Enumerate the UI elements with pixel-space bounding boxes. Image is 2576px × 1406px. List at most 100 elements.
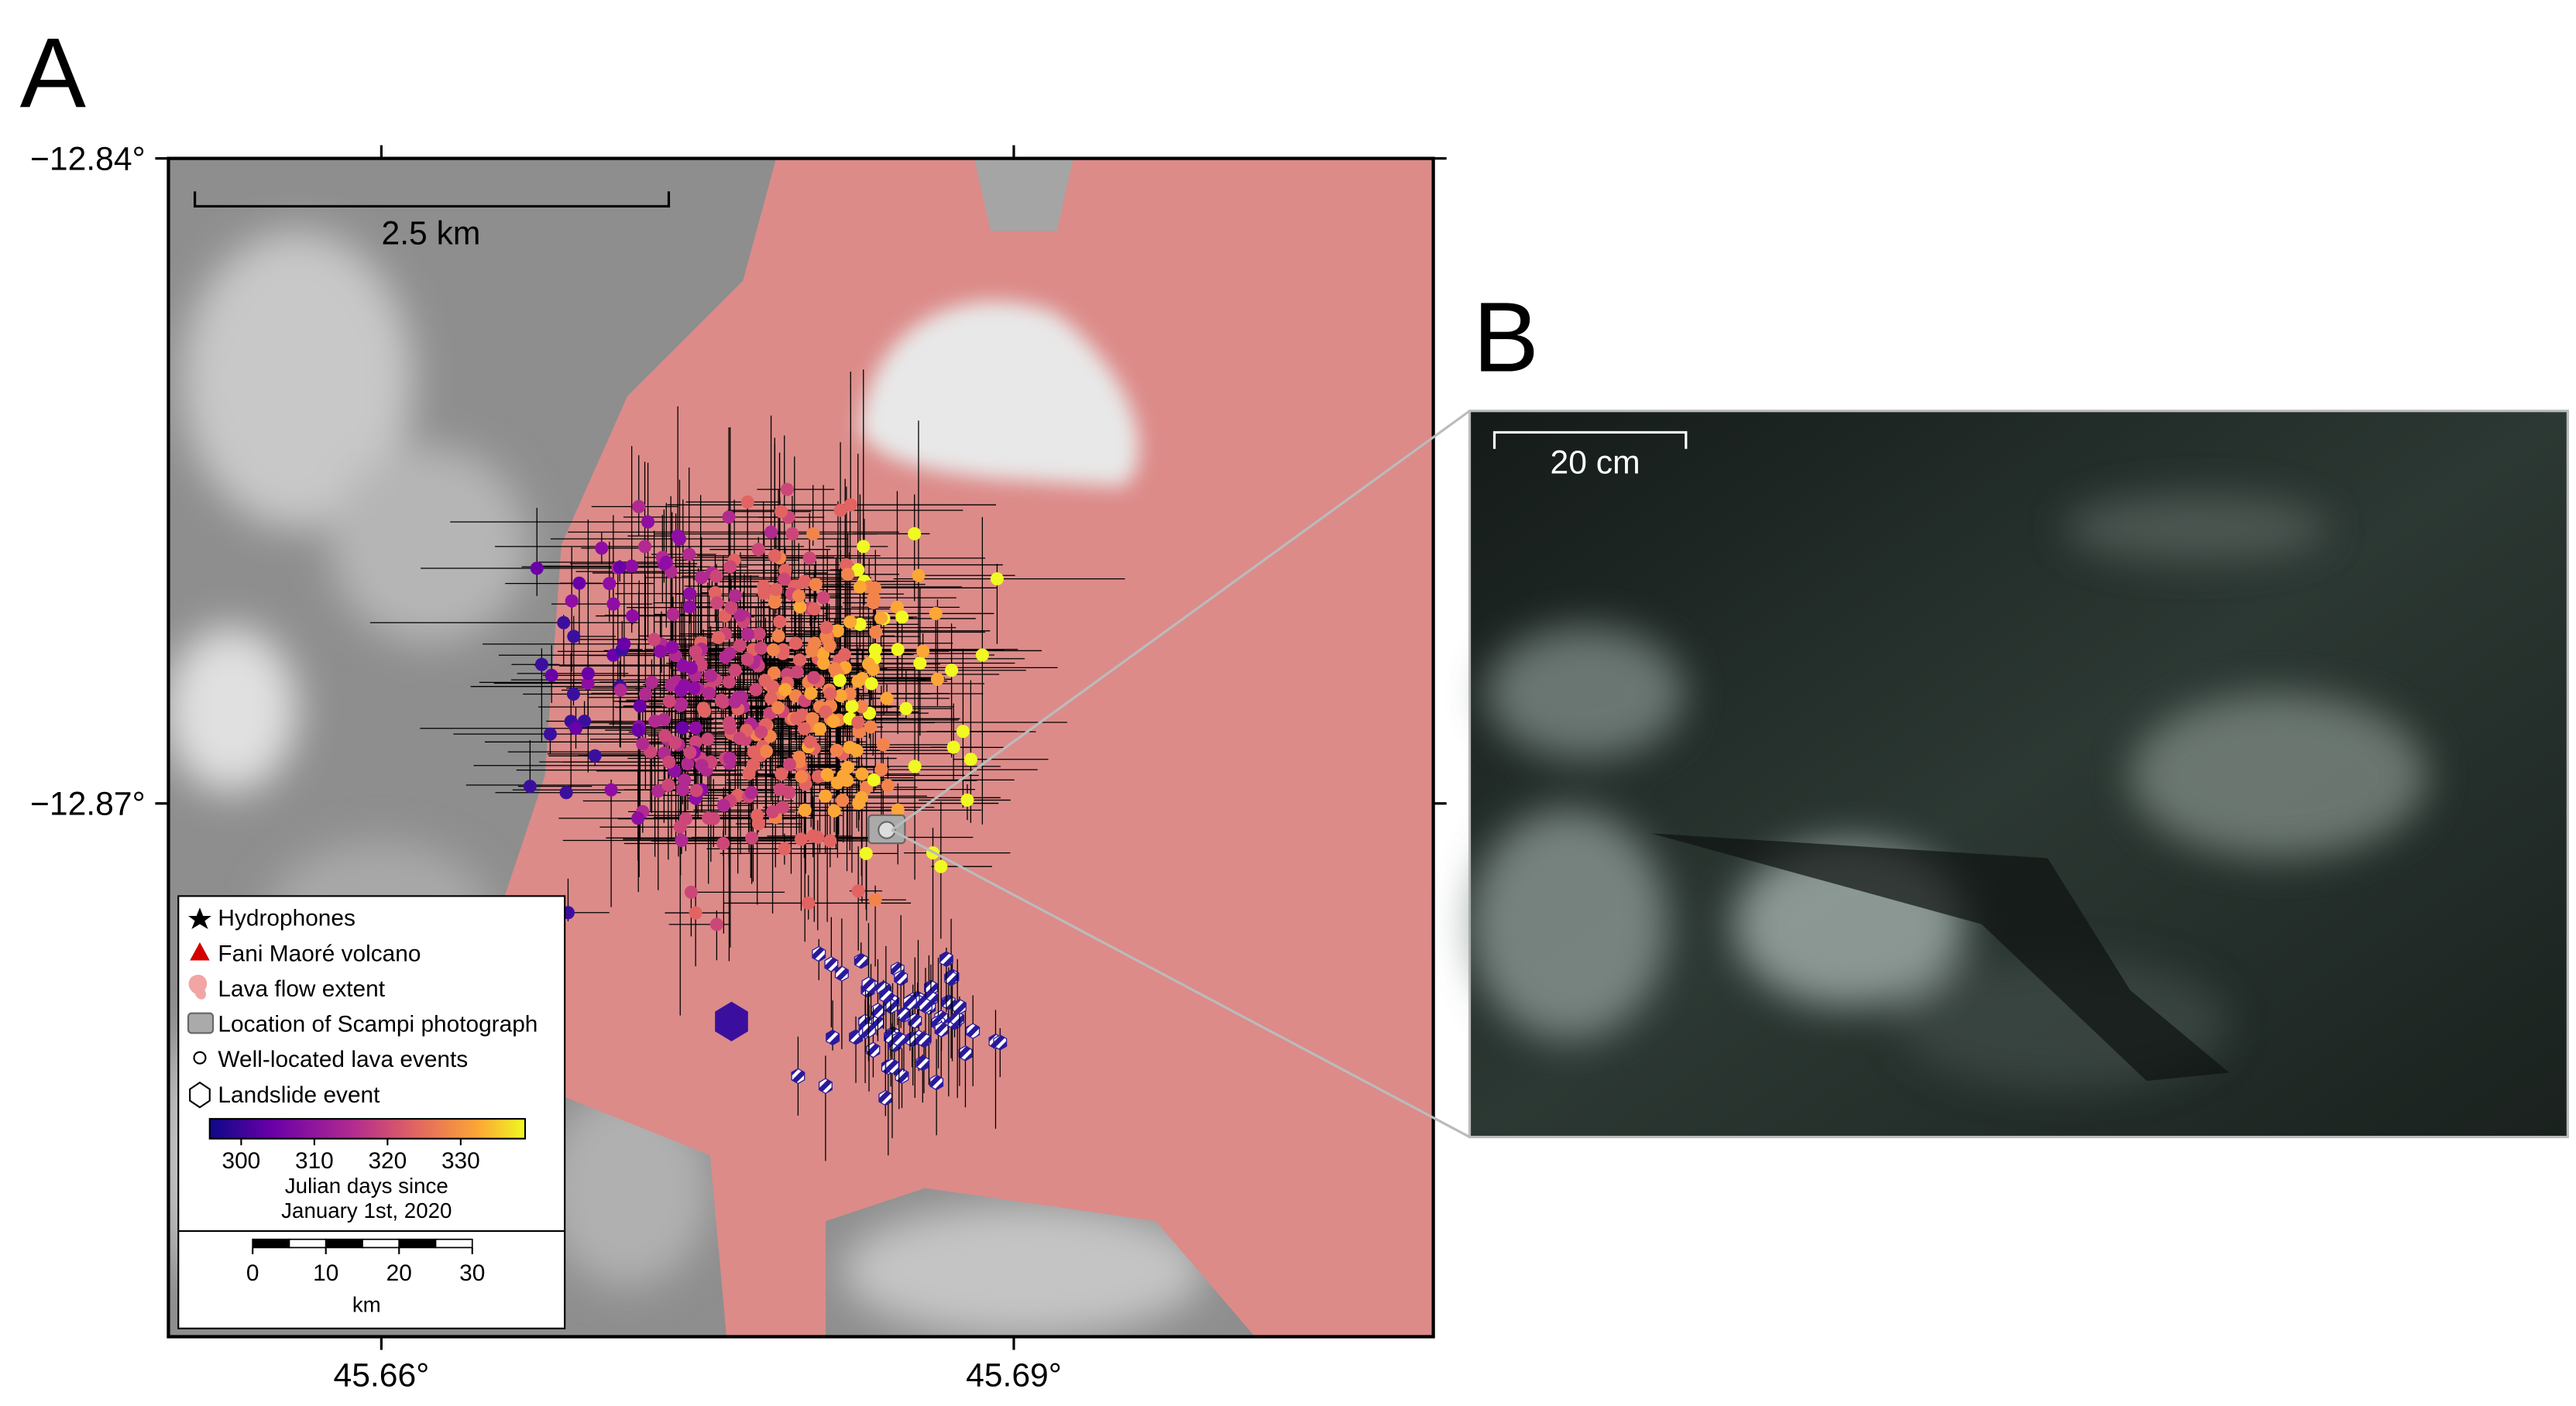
lava-event (773, 783, 787, 797)
map (168, 158, 1434, 1337)
lava-event (626, 609, 640, 623)
lava-event (826, 715, 840, 729)
lava-event (588, 749, 602, 763)
lava-event (644, 675, 658, 689)
lava-event (775, 767, 788, 781)
lava-event (792, 653, 807, 667)
lava-event (792, 750, 806, 764)
landslide-event (993, 1034, 1008, 1051)
colorbar-tick-label: 320 (368, 1148, 407, 1174)
lava-event (710, 596, 724, 610)
lava-event (754, 641, 768, 655)
lava-event (723, 752, 737, 766)
landslide-event (812, 945, 826, 962)
lava-event (880, 691, 894, 705)
lava-event (768, 595, 781, 609)
lava-event (702, 811, 716, 825)
lava-event (568, 722, 583, 736)
lava-event (557, 616, 571, 629)
panel-label: B (1473, 283, 1539, 393)
lava-event (771, 629, 785, 643)
lava-event (890, 600, 904, 614)
lava-event (857, 540, 871, 554)
lava-event (662, 755, 676, 769)
lava-event (606, 597, 620, 611)
lava-event (740, 495, 754, 509)
photo-scale-bar (1492, 430, 1688, 449)
lava-event (689, 906, 702, 920)
landslide-event (861, 976, 876, 993)
lava-event (929, 606, 943, 620)
symbol-lava (188, 975, 208, 1000)
relief (974, 158, 1073, 231)
lava-event (819, 621, 833, 635)
lava-event (581, 667, 595, 681)
lava-event (830, 624, 844, 638)
lava-event (891, 803, 905, 817)
lava-event (794, 832, 809, 846)
lava-event (792, 589, 805, 603)
legend-label: Well-located lava events (218, 1047, 468, 1072)
lava-event (766, 805, 780, 819)
lava-event (823, 834, 837, 848)
lava-event (638, 687, 652, 701)
landslide-event (952, 998, 967, 1015)
lava-event (859, 846, 873, 860)
lava-event (778, 683, 792, 697)
lava-event (733, 732, 747, 746)
lava-event (742, 766, 756, 780)
lava-event (829, 743, 843, 757)
lava-event (945, 664, 959, 677)
scale-tick-label: 20 (386, 1260, 412, 1286)
lava-event (916, 644, 930, 658)
lava-event (572, 576, 586, 590)
lava-event (778, 842, 792, 856)
lava-event (855, 767, 869, 781)
lava-event (716, 836, 730, 851)
lava-event (754, 725, 768, 739)
landslide-event (878, 987, 893, 1004)
colorbar (208, 1118, 527, 1140)
lava-event (803, 735, 817, 749)
lava-event (869, 626, 883, 640)
scale-segment (362, 1238, 400, 1249)
lava-event (798, 574, 812, 588)
lava-event (523, 780, 537, 794)
legend-label: Location of Scampi photograph (218, 1012, 538, 1037)
lava-event (876, 738, 890, 752)
landslide-event (919, 997, 933, 1014)
lava-event (751, 817, 765, 831)
lava-event (868, 643, 882, 657)
symbol-camera (187, 1012, 215, 1034)
lava-event (662, 694, 676, 708)
lava-event (638, 540, 652, 554)
lava-event (934, 859, 948, 873)
lava-event (747, 745, 761, 759)
lava-event (678, 812, 692, 826)
landslide-event (885, 1058, 899, 1075)
scale-segment (398, 1238, 437, 1249)
lava-event (617, 637, 631, 651)
landslide-event (903, 994, 917, 1011)
lava-event (769, 582, 783, 597)
lon-tick-label: 45.66° (334, 1356, 430, 1394)
lava-event (543, 727, 557, 741)
lava-event (806, 527, 820, 541)
lava-event (683, 746, 697, 760)
landslide-large (715, 1001, 748, 1041)
landslide-event (934, 1021, 949, 1037)
lava-event (766, 680, 780, 694)
lava-event (689, 784, 703, 797)
lava-event (828, 662, 842, 676)
photograph (1468, 410, 2569, 1139)
landslide-event (854, 952, 868, 969)
scale-segment (288, 1238, 327, 1249)
landslide-event (915, 1054, 930, 1072)
lava-event (565, 594, 579, 608)
symbol-triangle (190, 942, 210, 961)
lava-event (868, 893, 882, 907)
connector (891, 410, 1471, 832)
landslide-event (878, 1089, 893, 1106)
scale-segment (252, 1238, 290, 1249)
